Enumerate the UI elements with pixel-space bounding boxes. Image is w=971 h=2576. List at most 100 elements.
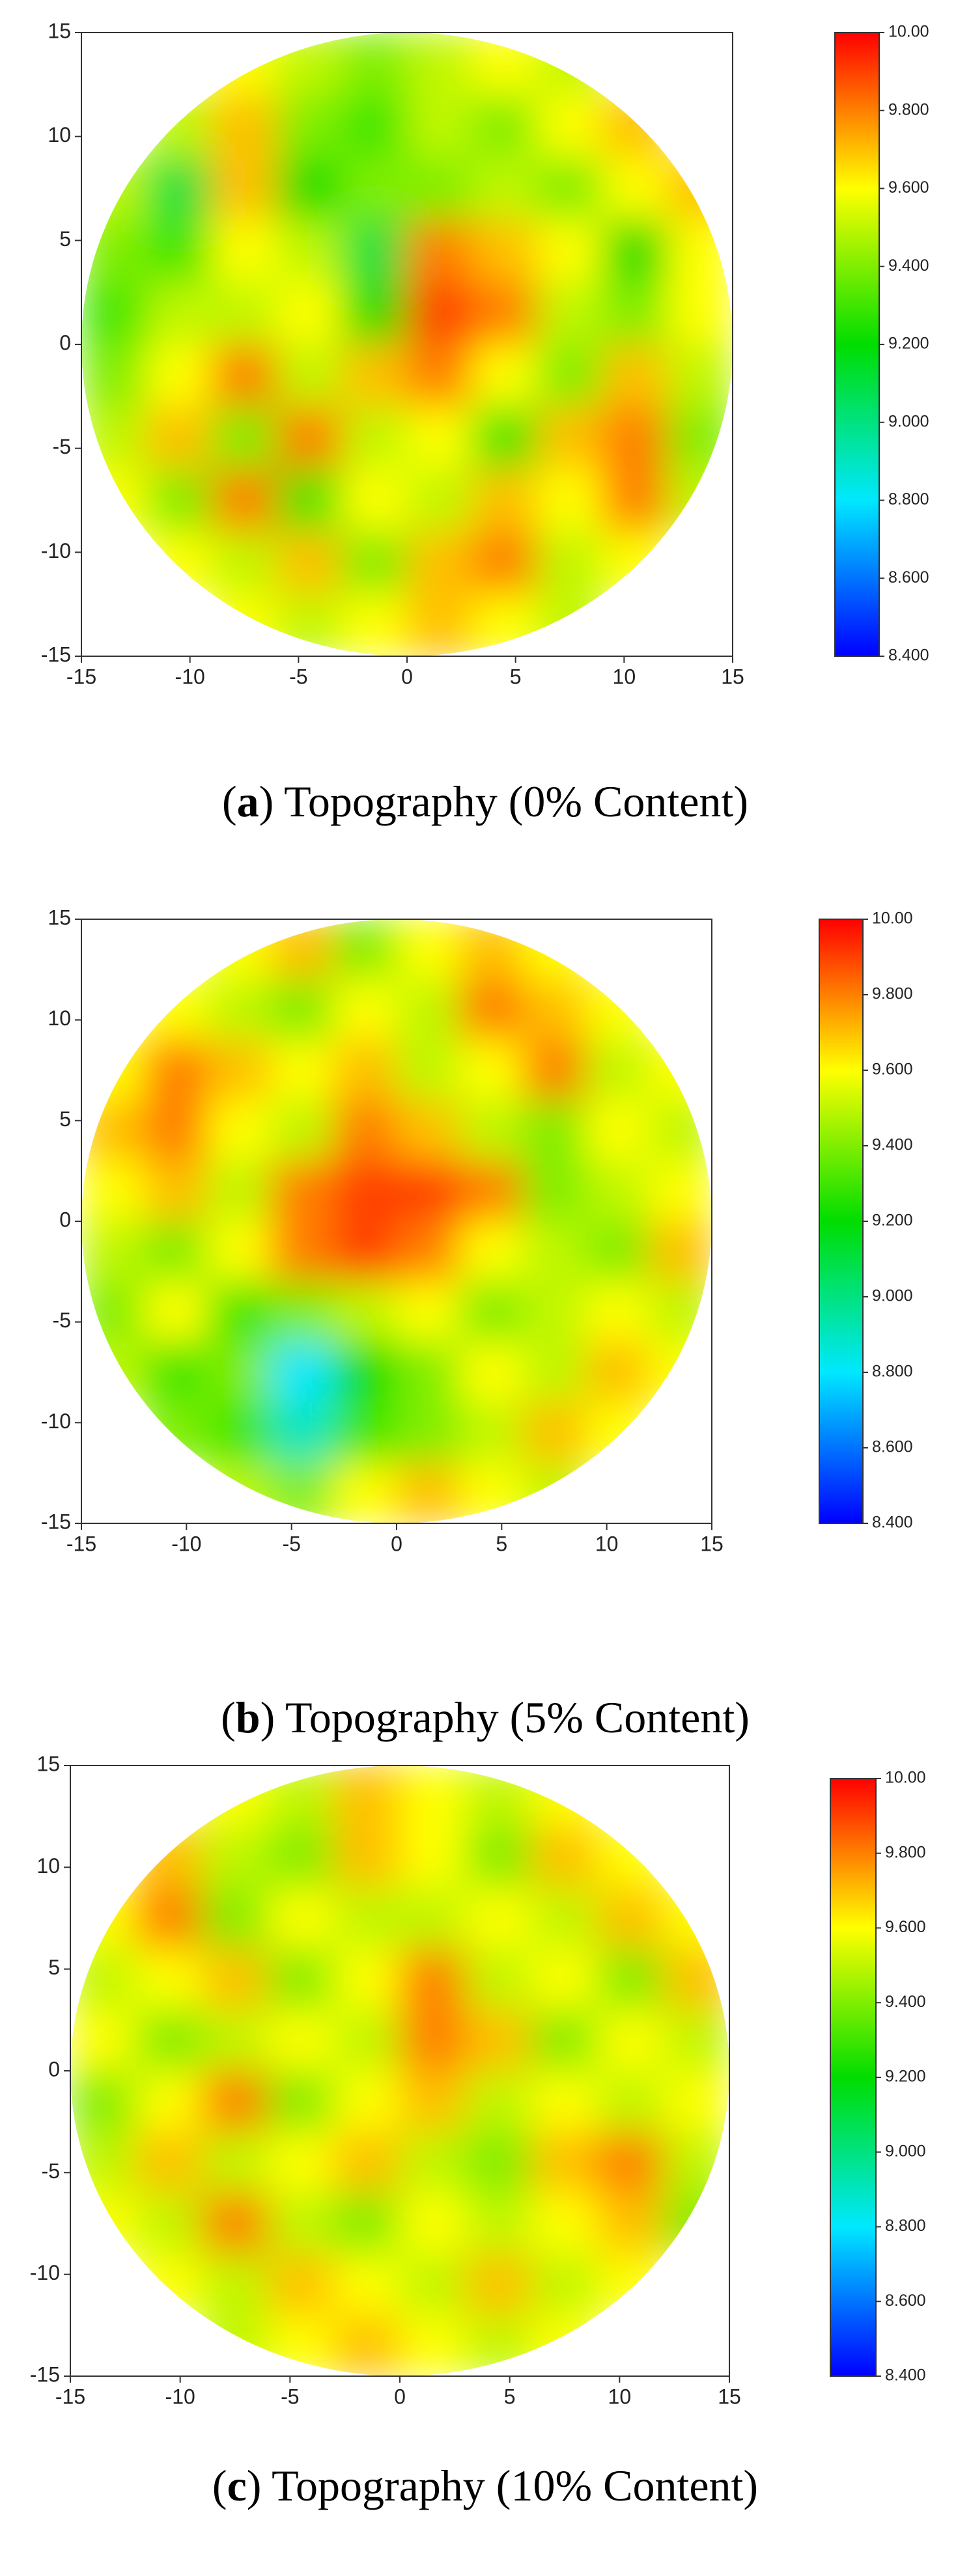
contour-cell [459, 1402, 524, 1463]
contour-cell [537, 344, 603, 408]
contour-cell [201, 2314, 269, 2376]
contour-cell [135, 2193, 203, 2254]
contour-cell [602, 157, 668, 220]
contour-cell [522, 1100, 586, 1161]
contour-cell [146, 344, 212, 408]
contour-cell [459, 1040, 524, 1101]
contour-cell [81, 344, 147, 408]
contour-cell [537, 406, 603, 470]
contour-cell [333, 2314, 401, 2376]
panel: -15 -10 -5 0 5 10 15 -15 -10 -5 0 5 10 15 10.00 9.800 9.… [41, 19, 929, 825]
contour-cell [522, 1040, 586, 1101]
contour-cell [406, 469, 473, 532]
contour-cell [399, 2131, 466, 2194]
contour-cell [341, 281, 408, 345]
x-tick-label: -5 [281, 2385, 299, 2408]
contour-cell [531, 2253, 598, 2316]
contour-cell [144, 979, 208, 1041]
contour-cell [399, 2070, 466, 2133]
contour-cell [522, 979, 586, 1041]
contour-cell [268, 2070, 335, 2133]
contour-cell [399, 1887, 466, 1949]
y-tick-label: -5 [53, 1309, 71, 1332]
contour-cell [81, 219, 147, 283]
contour-cell [81, 1342, 145, 1403]
x-tick-label: 15 [718, 2385, 741, 2408]
x-tick-label: 10 [595, 1532, 619, 1555]
contour-cell [135, 1948, 203, 2010]
contour-cell [585, 1040, 649, 1101]
contour-cell [333, 1100, 397, 1161]
contour-cell [268, 2009, 335, 2071]
caption-part: ) Topography (5% Content) [260, 1693, 750, 1742]
contour-cell [602, 344, 668, 408]
contour-cell [211, 406, 277, 470]
contour-cell [144, 1402, 208, 1463]
colorbar-tick-label: 9.400 [888, 256, 929, 275]
colorbar [819, 919, 864, 1524]
contour-cell [276, 531, 343, 594]
contour-cell [396, 1100, 460, 1161]
contour-cell [146, 406, 212, 470]
contour-cell [663, 1887, 729, 1949]
contour-cell [144, 1160, 208, 1222]
contour-cell [81, 1281, 145, 1343]
contour-cell [531, 2131, 598, 2194]
contour-field [70, 1766, 729, 2376]
contour-cell [70, 2009, 137, 2071]
colorbar-tick-label: 10.00 [885, 1769, 926, 1787]
contour-cell [537, 94, 603, 158]
colorbar-tick-label: 8.800 [888, 490, 929, 508]
contour-cell [201, 2131, 269, 2194]
y-tick-label: 10 [48, 1006, 71, 1030]
contour-cell [585, 1281, 649, 1343]
contour-cell [81, 1221, 145, 1282]
caption: (a) Topography (0% Content) [222, 777, 748, 826]
caption-part: ( [212, 2461, 227, 2510]
contour-cell [268, 1887, 335, 1949]
contour-cell [207, 1221, 271, 1282]
contour-cell [663, 2193, 729, 2254]
contour-cell [471, 33, 538, 96]
contour-cell [333, 1948, 401, 2010]
contour-cell [135, 1826, 203, 1889]
contour-cells [70, 1766, 729, 2376]
contour-cell [471, 531, 538, 594]
colorbar-tick-label: 8.600 [888, 568, 929, 587]
contour-cell [522, 919, 586, 980]
contour-cell [276, 406, 343, 470]
contour-cell [396, 1281, 460, 1343]
contour-cell [667, 469, 733, 532]
contour-cell [270, 1100, 334, 1161]
contour-cell [135, 2131, 203, 2194]
contour-cell [70, 1948, 137, 2010]
contour-cell [211, 33, 277, 96]
panel: -15 -10 -5 0 5 10 15 -15 -10 -5 0 5 10 15 10.00 9.800 9.… [30, 1752, 926, 2510]
contour-cell [81, 1100, 145, 1161]
contour-cell [268, 1948, 335, 2010]
contour-cell [201, 2253, 269, 2316]
contour-cell [537, 531, 603, 594]
x-tick-label: -5 [282, 1532, 300, 1555]
contour-cell [207, 1040, 271, 1101]
contour-cell [585, 1221, 649, 1282]
contour-cell [70, 2193, 137, 2254]
contour-cell [597, 2009, 664, 2071]
contour-cell [81, 157, 147, 220]
x-tick-label: 0 [401, 665, 413, 688]
contour-cell [211, 157, 277, 220]
contour-cell [333, 919, 397, 980]
contour-cell [333, 979, 397, 1041]
contour-cell [396, 1160, 460, 1222]
contour-cell [201, 2070, 269, 2133]
contour-cell [211, 344, 277, 408]
contour-cell [201, 1766, 269, 1827]
contour-cell [396, 1040, 460, 1101]
contour-cell [396, 1402, 460, 1463]
contour-cell [537, 219, 603, 283]
contour-cell [81, 1040, 145, 1101]
contour-cell [597, 2253, 664, 2316]
contour-cell [531, 2314, 598, 2376]
contour-cell [341, 344, 408, 408]
contour-cell [602, 219, 668, 283]
